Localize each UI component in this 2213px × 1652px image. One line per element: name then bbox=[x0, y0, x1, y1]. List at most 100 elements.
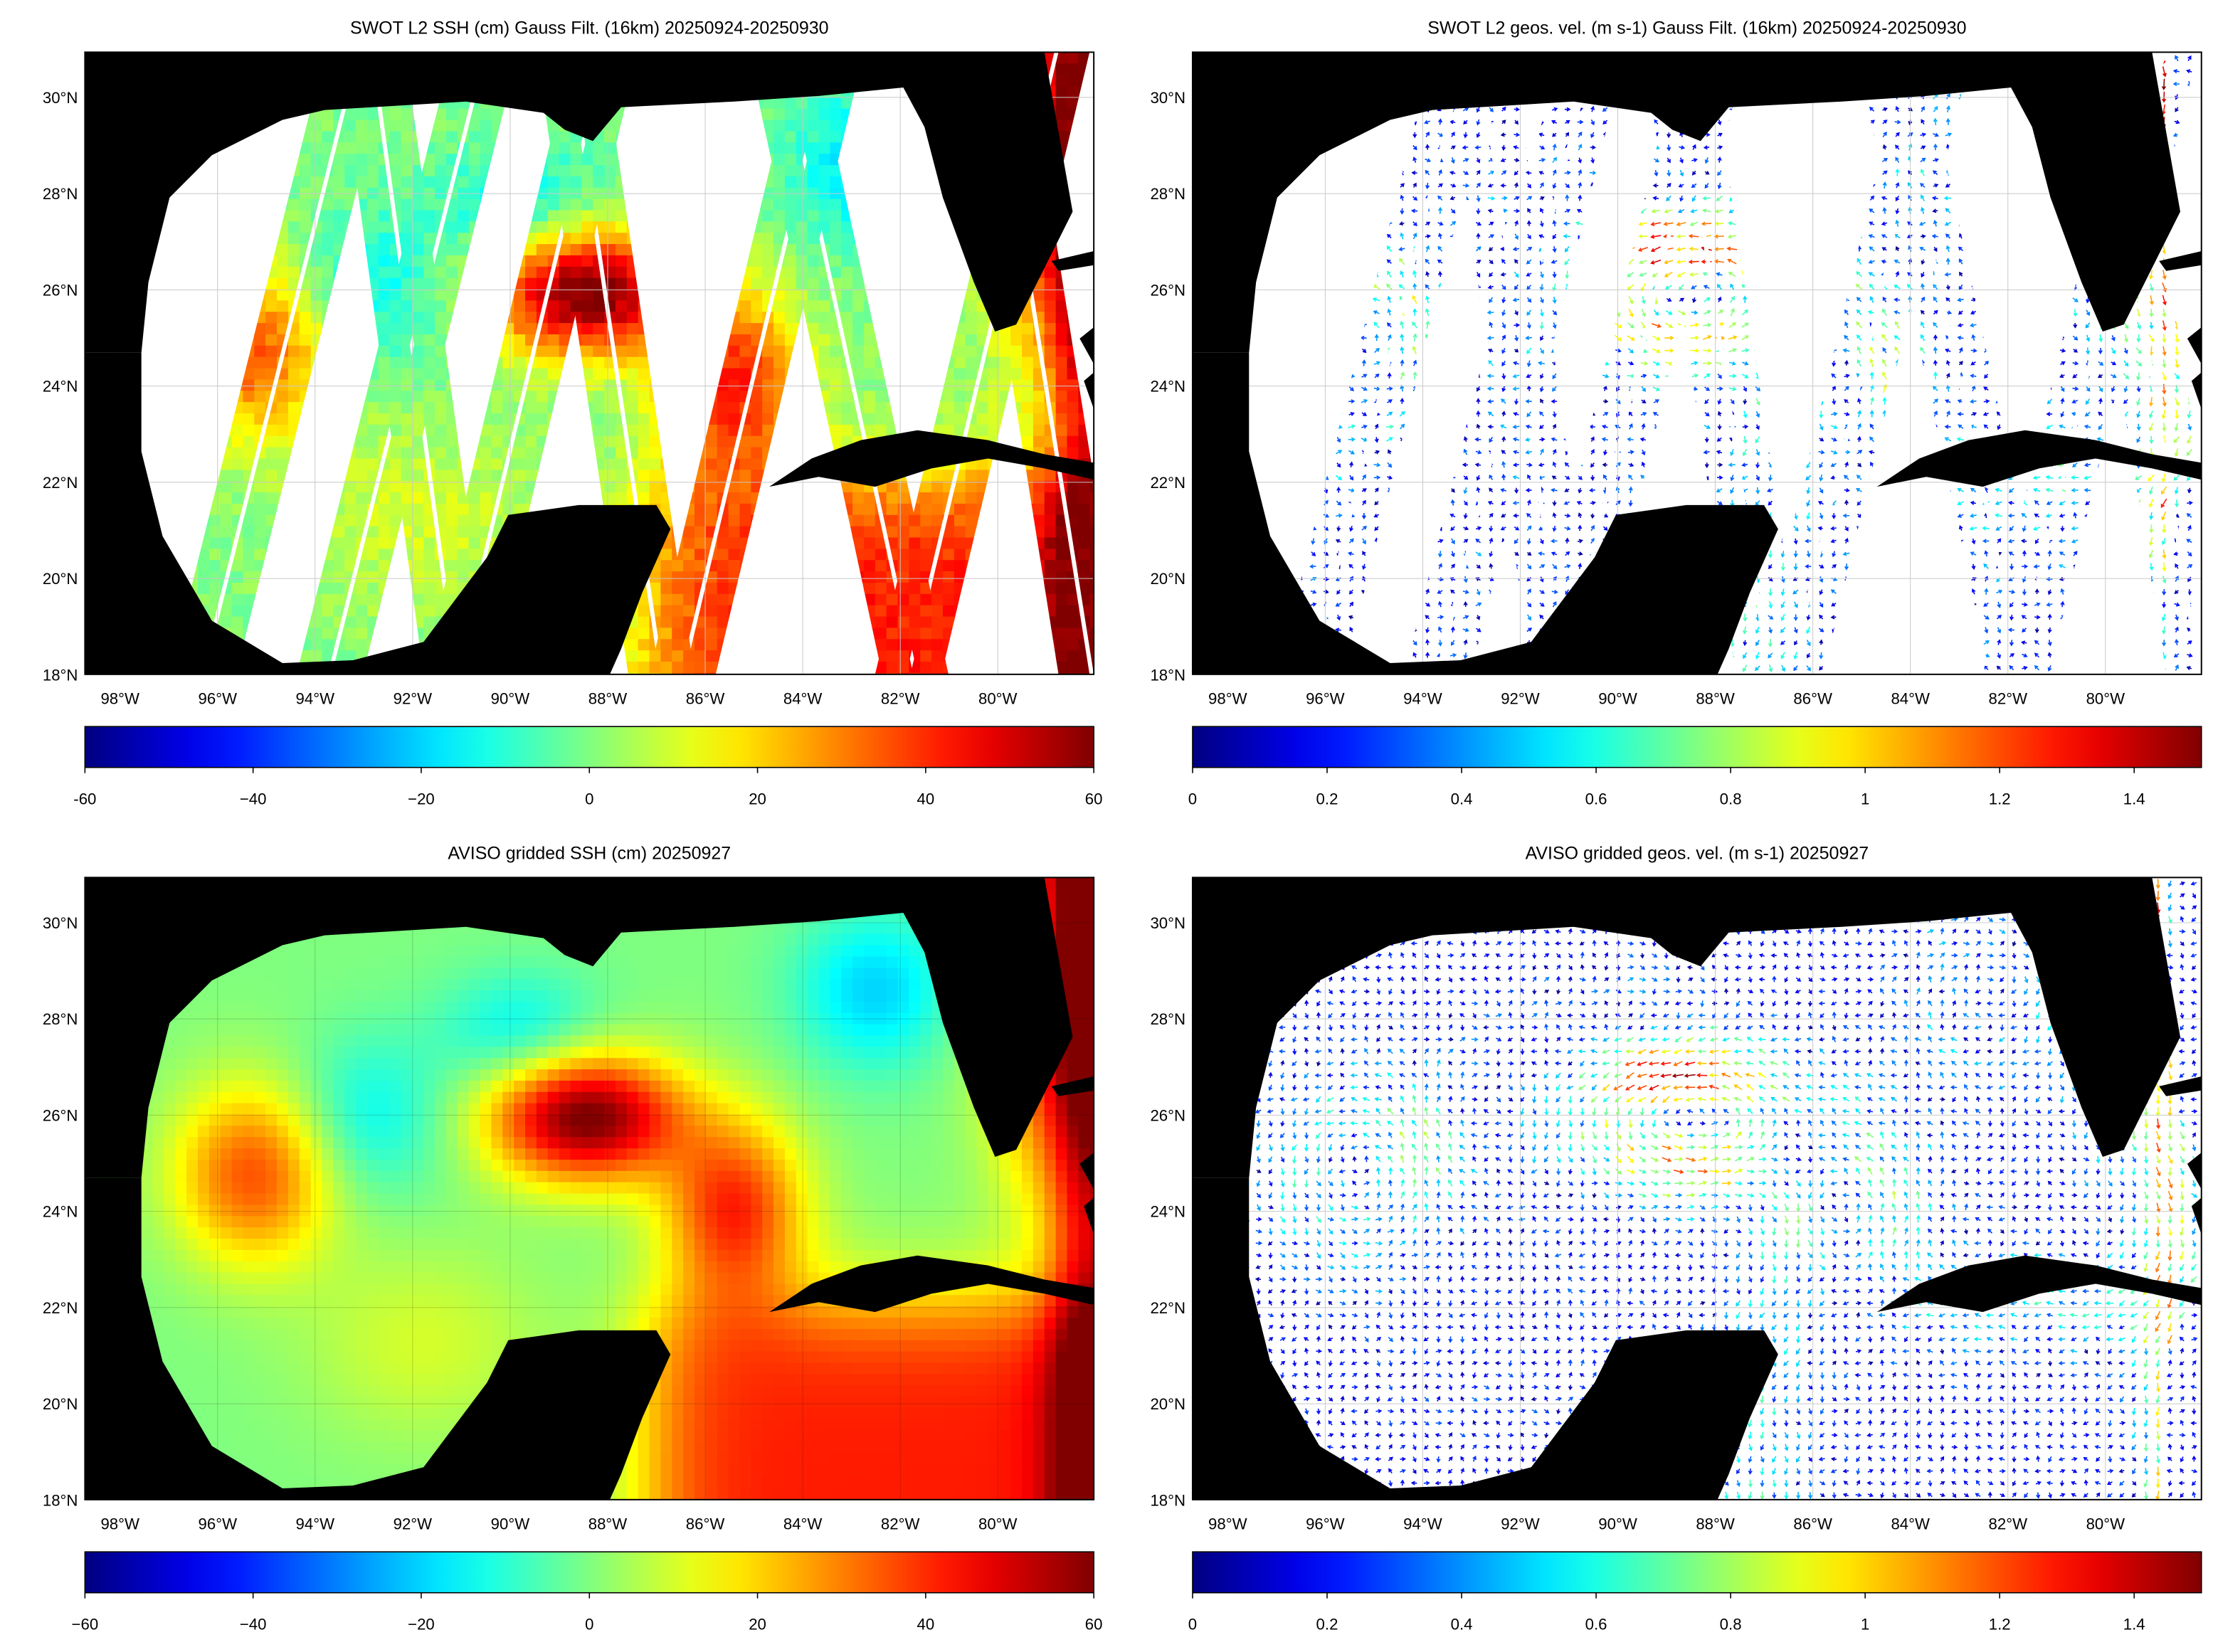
ssh-cell bbox=[525, 244, 537, 256]
ssh-cell bbox=[1055, 628, 1068, 640]
ssh-cell bbox=[401, 379, 413, 392]
ssh-cell bbox=[480, 142, 492, 155]
ssh-cell bbox=[299, 345, 312, 358]
ssh-cell bbox=[366, 379, 379, 392]
ssh-cell bbox=[1044, 323, 1057, 335]
ssh-cell bbox=[514, 492, 527, 504]
ssh-cell bbox=[728, 334, 741, 346]
ssh-cell bbox=[841, 391, 854, 403]
ssh-cell bbox=[389, 458, 402, 471]
ssh-cell bbox=[954, 549, 966, 561]
ssh-cell bbox=[1078, 435, 1091, 448]
ssh-cell bbox=[728, 571, 741, 583]
ssh-cell bbox=[604, 255, 616, 268]
ssh-cell bbox=[672, 605, 685, 618]
ssh-cell bbox=[435, 154, 447, 166]
ssh-cell bbox=[366, 537, 379, 550]
ssh-cell bbox=[626, 391, 639, 403]
ssh-cell bbox=[897, 571, 910, 583]
ssh-cell bbox=[322, 108, 334, 121]
ssh-cell bbox=[366, 549, 379, 561]
ssh-cell bbox=[197, 549, 210, 561]
ssh-cell bbox=[435, 142, 447, 155]
ssh-cell bbox=[626, 413, 639, 425]
ssh-cell bbox=[208, 503, 221, 516]
ssh-cell bbox=[287, 345, 300, 358]
ssh-cell bbox=[389, 289, 402, 302]
ssh-cell bbox=[581, 300, 594, 313]
ssh-cell bbox=[445, 142, 458, 155]
ssh-cell bbox=[378, 221, 391, 234]
ssh-cell bbox=[909, 593, 921, 606]
ssh-cell bbox=[220, 492, 233, 504]
ssh-cell bbox=[322, 616, 334, 629]
ssh-cell bbox=[231, 413, 244, 425]
ssh-cell bbox=[322, 560, 334, 573]
ssh-cell bbox=[254, 470, 267, 482]
ssh-cell bbox=[897, 549, 910, 561]
ssh-cell bbox=[728, 368, 741, 381]
ssh-cell bbox=[818, 165, 831, 177]
ssh-cell bbox=[863, 582, 876, 595]
ssh-cell bbox=[423, 605, 436, 618]
ssh-cell bbox=[322, 571, 334, 583]
ssh-cell bbox=[739, 435, 752, 448]
ssh-cell bbox=[931, 470, 944, 482]
ssh-cell bbox=[830, 108, 843, 121]
ssh-cell bbox=[502, 503, 515, 516]
ssh-cell bbox=[277, 300, 289, 313]
ssh-cell bbox=[366, 391, 379, 403]
ssh-cell bbox=[728, 526, 741, 539]
ssh-cell bbox=[401, 402, 413, 414]
ssh-cell bbox=[581, 176, 594, 189]
ssh-cell bbox=[863, 549, 876, 561]
ssh-cell bbox=[457, 549, 470, 561]
ssh-cell bbox=[412, 198, 425, 211]
ssh-cell bbox=[638, 379, 650, 392]
ssh-cell bbox=[389, 266, 402, 279]
ssh-cell bbox=[468, 537, 481, 550]
ssh-cell bbox=[1055, 75, 1068, 87]
ssh-cell bbox=[875, 402, 887, 414]
ssh-cell bbox=[909, 503, 921, 516]
ssh-cell bbox=[830, 356, 843, 369]
ssh-cell bbox=[389, 514, 402, 527]
ssh-cell bbox=[378, 560, 391, 573]
ssh-cell bbox=[243, 368, 255, 381]
ssh-cell bbox=[638, 447, 650, 460]
ssh-cell bbox=[728, 391, 741, 403]
ssh-cell bbox=[559, 131, 571, 144]
ssh-cell bbox=[480, 108, 492, 121]
ssh-cell bbox=[514, 345, 527, 358]
ssh-cell bbox=[366, 108, 379, 121]
ssh-cell bbox=[536, 391, 549, 403]
ssh-cell bbox=[604, 221, 616, 234]
ssh-cell bbox=[773, 165, 786, 177]
ssh-cell bbox=[412, 244, 425, 256]
ssh-cell bbox=[1044, 526, 1057, 539]
ssh-cell bbox=[852, 289, 865, 302]
ssh-cell bbox=[1055, 345, 1068, 358]
ssh-cell bbox=[1032, 289, 1045, 302]
ssh-cell bbox=[728, 537, 741, 550]
ssh-cell bbox=[1089, 582, 1094, 595]
ssh-cell bbox=[728, 481, 741, 494]
ssh-cell bbox=[445, 458, 458, 471]
ssh-cell bbox=[593, 176, 606, 189]
ssh-cell bbox=[773, 289, 786, 302]
ssh-cell bbox=[445, 233, 458, 245]
ssh-cell bbox=[401, 277, 413, 290]
ssh-cell bbox=[401, 266, 413, 279]
ssh-cell bbox=[468, 165, 481, 177]
ssh-cell bbox=[1055, 639, 1068, 652]
ssh-cell bbox=[1010, 323, 1023, 335]
ssh-cell bbox=[1067, 368, 1079, 381]
ssh-cell bbox=[208, 582, 221, 595]
ssh-cell bbox=[672, 582, 685, 595]
ssh-cell bbox=[581, 255, 594, 268]
ssh-cell bbox=[920, 549, 933, 561]
ssh-cell bbox=[344, 639, 357, 652]
ssh-cell bbox=[717, 458, 729, 471]
ssh-cell bbox=[694, 639, 707, 652]
